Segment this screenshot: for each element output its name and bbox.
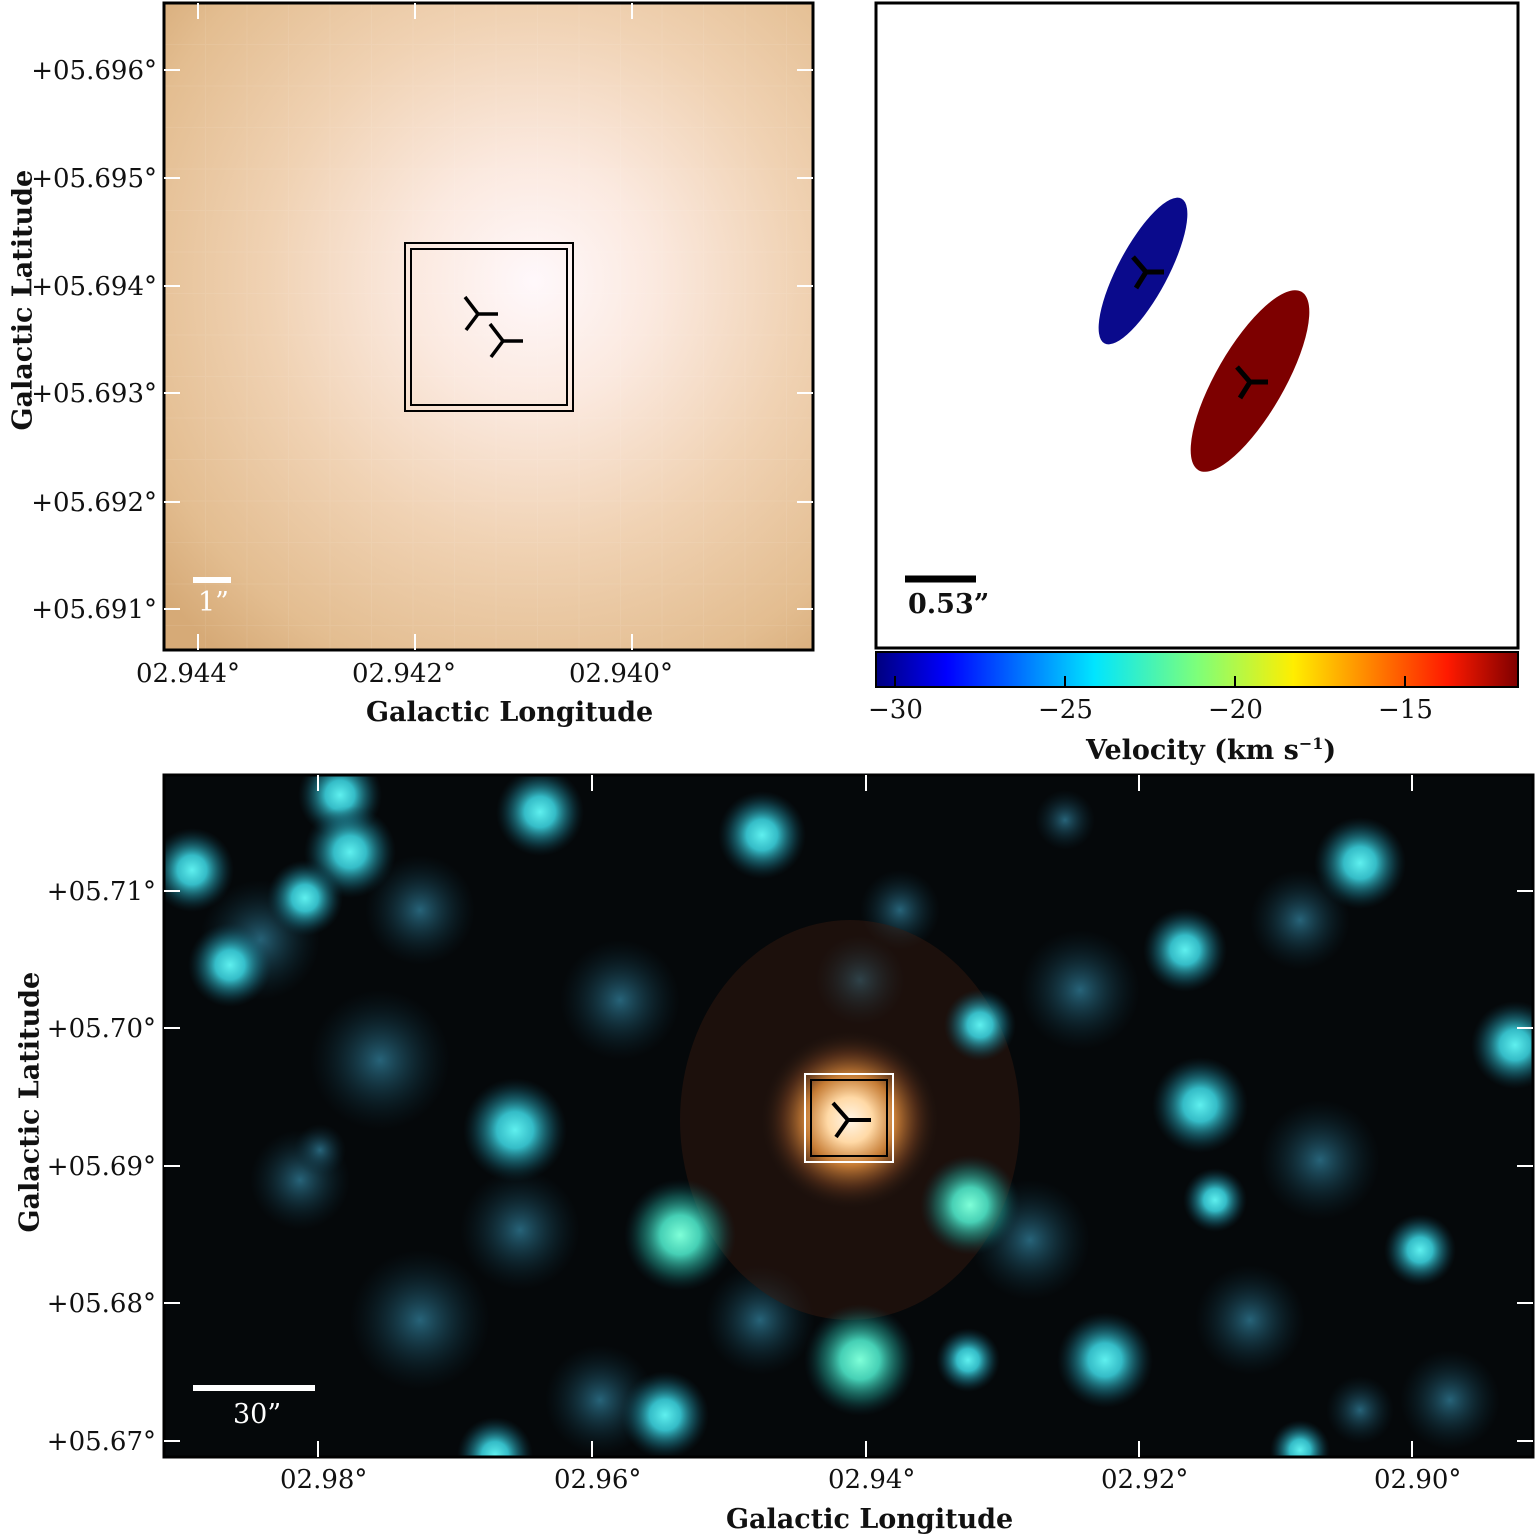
x-tick-label: 02.90° [1374,1465,1462,1495]
y-tick-label: +05.695° [31,164,157,194]
colorbar-tick-label: −30 [868,695,923,725]
colorbar-tick-label: −25 [1038,695,1093,725]
star-field [164,775,1533,1457]
x-tick-label: 02.94° [828,1465,916,1495]
scale-bar-label: 1” [198,587,229,618]
x-tick-label: 02.940° [569,659,673,689]
colorbar [875,651,1519,688]
y-tick-label: +05.692° [31,488,157,518]
wide-field-ticks [164,775,1533,1457]
y-tick-label: +05.71° [46,877,156,907]
source-marker-icon [463,295,498,332]
x-tick-label: 02.944° [136,659,240,689]
blue-component-marker-icon [1131,255,1164,290]
y-tick-label: +05.68° [46,1289,156,1319]
wide-field-panel: 30” +05.71° +05.70° +05.69° +05.68° +05.… [0,760,1536,1538]
colorbar-tick-label: −15 [1378,695,1433,725]
zoom-image-frame [162,1,815,652]
zoom-image-ticks [164,3,813,650]
velocity-map-frame [874,1,1520,650]
x-tick-label: 02.92° [1101,1465,1189,1495]
red-component-marker-icon [1235,365,1268,400]
wide-field-plot [162,773,1535,1459]
source-box-outer [404,242,574,412]
source-marker-icon [488,322,523,359]
y-axis-label: Galactic Latitude [14,971,46,1233]
y-tick-label: +05.696° [31,56,157,86]
x-axis-label: Galactic Longitude [726,1504,1014,1535]
x-tick-label: 02.96° [554,1465,642,1495]
source-marker-icon [831,1101,871,1139]
zoom-image-panel: 1” +05.696° +05.695° +05.694° +05.693° +… [0,0,840,740]
source-box-inner [810,1079,888,1157]
y-tick-label: +05.70° [46,1014,156,1044]
velocity-map-panel: 0.53” −30 −25 −20 −15 Velocity (km s−1) [840,0,1536,780]
y-tick-label: +05.694° [31,272,157,302]
scale-bar-label: 30” [233,1399,282,1430]
y-axis-label: Galactic Latitude [7,169,39,431]
x-tick-label: 02.98° [280,1465,368,1495]
y-tick-label: +05.691° [31,595,157,625]
x-tick-label: 02.942° [352,659,456,689]
y-tick-label: +05.69° [46,1152,156,1182]
wide-field-frame [162,773,1535,1459]
source-box-outer [804,1073,894,1163]
y-tick-label: +05.693° [31,379,157,409]
colorbar-label: Velocity (km s−1) [1086,734,1337,766]
colorbar-tick-label: −20 [1208,695,1263,725]
scale-bar-label: 0.53” [908,589,990,620]
velocity-map-plot [874,1,1520,688]
colorbar-ticks [894,676,1406,687]
source-box-inner [410,248,568,406]
y-tick-label: +05.67° [46,1427,156,1457]
x-axis-label: Galactic Longitude [366,697,654,728]
zoom-image-plot [162,1,815,652]
